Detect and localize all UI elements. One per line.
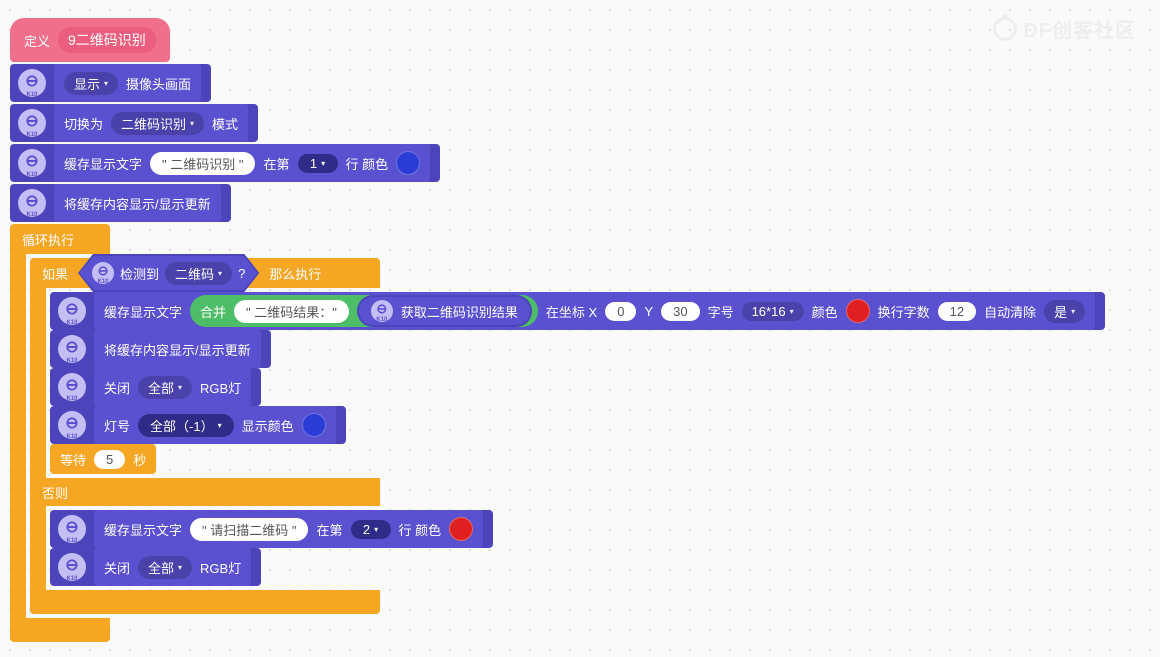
block-switch-mode[interactable]: ⊖ 切换为 二维码识别▾ 模式 — [10, 104, 258, 142]
label-wait: 等待 — [60, 450, 86, 469]
color-swatch-red[interactable] — [846, 299, 870, 323]
dropdown-led-all[interactable]: 全部（-1）▾ — [138, 414, 234, 437]
label-switch: 切换为 — [64, 114, 103, 133]
color-swatch-red[interactable] — [449, 517, 473, 541]
label-cache: 缓存显示文字 — [104, 302, 182, 321]
label-else: 否则 — [42, 483, 68, 502]
block-cache-result[interactable]: ⊖ 缓存显示文字 合并 " 二维码结果：" ⊖ 获取二维码识别结果 — [50, 292, 1105, 330]
label-show-color: 显示颜色 — [242, 416, 294, 435]
label-font: 字号 — [708, 302, 734, 321]
dropdown-all[interactable]: 全部▾ — [138, 376, 192, 399]
label-getres: 获取二维码识别结果 — [401, 302, 518, 321]
block-wait[interactable]: 等待 5 秒 — [50, 444, 156, 474]
if-footer — [30, 590, 380, 614]
input-x[interactable]: 0 — [605, 302, 636, 321]
input-y[interactable]: 30 — [661, 302, 699, 321]
block-refresh-1[interactable]: ⊖ 将缓存内容显示/显示更新 — [10, 184, 231, 222]
dropdown-font[interactable]: 16*16▾ — [742, 302, 804, 321]
join-operator[interactable]: 合并 " 二维码结果：" ⊖ 获取二维码识别结果 — [190, 295, 538, 327]
input-wrap[interactable]: 12 — [938, 302, 976, 321]
label-cache: 缓存显示文字 — [64, 154, 142, 173]
color-swatch-blue[interactable] — [302, 413, 326, 437]
forever-loop[interactable]: 循环执行 如果 ⊖ 检测到 二维码▾ ? 那么执行 — [10, 224, 1150, 642]
label-wrap: 换行字数 — [878, 302, 930, 321]
label-color: 颜色 — [812, 302, 838, 321]
label-refresh: 将缓存内容显示/显示更新 — [104, 340, 251, 359]
k10-icon: ⊖ — [58, 515, 86, 543]
label-join: 合并 — [200, 302, 226, 321]
reporter-get-result[interactable]: ⊖ 获取二维码识别结果 — [357, 295, 532, 327]
label-then: 那么执行 — [269, 264, 321, 283]
label-off: 关闭 — [104, 378, 130, 397]
script-stack: 定义 9二维码识别 ⊖ 显示▾ 摄像头画面 ⊖ 切换为 二维码识别▾ 模式 ⊖ … — [10, 18, 1150, 642]
definition-hat[interactable]: 定义 9二维码识别 — [10, 18, 170, 62]
label-auto: 自动清除 — [984, 302, 1036, 321]
k10-icon: ⊖ — [92, 262, 114, 284]
block-cache-text-1[interactable]: ⊖ 缓存显示文字 " 二维码识别 " 在第 1▾ 行 颜色 — [10, 144, 440, 182]
else-body: ⊖ 缓存显示文字 " 请扫描二维码 " 在第 2▾ 行 颜色 ⊖ — [30, 506, 1105, 590]
then-body: ⊖ 缓存显示文字 合并 " 二维码结果：" ⊖ 获取二维码识别结果 — [30, 288, 1105, 478]
dropdown-line[interactable]: 2▾ — [351, 520, 391, 539]
label-off: 关闭 — [104, 558, 130, 577]
label-at: 在第 — [263, 154, 289, 173]
block-show-camera[interactable]: ⊖ 显示▾ 摄像头画面 — [10, 64, 211, 102]
k10-icon: ⊖ — [371, 300, 393, 322]
label-refresh: 将缓存内容显示/显示更新 — [64, 194, 211, 213]
loop-header: 循环执行 — [10, 224, 110, 254]
text-input[interactable]: " 二维码识别 " — [150, 152, 255, 175]
label-mode-suffix: 模式 — [212, 114, 238, 133]
dropdown-show[interactable]: 显示▾ — [64, 72, 118, 95]
k10-icon: ⊖ — [58, 335, 86, 363]
label-cache: 缓存显示文字 — [104, 520, 182, 539]
loop-footer — [10, 618, 110, 642]
condition-slot[interactable]: ⊖ 检测到 二维码▾ ? — [78, 254, 259, 292]
block-cache-text-2[interactable]: ⊖ 缓存显示文字 " 请扫描二维码 " 在第 2▾ 行 颜色 — [50, 510, 493, 548]
dropdown-line[interactable]: 1▾ — [298, 154, 338, 173]
label-q: ? — [238, 266, 245, 281]
label-rgb: RGB灯 — [200, 378, 241, 397]
label-y: Y — [644, 304, 653, 319]
block-close-rgb-2[interactable]: ⊖ 关闭 全部▾ RGB灯 — [50, 548, 261, 586]
loop-body: 如果 ⊖ 检测到 二维码▾ ? 那么执行 ⊖ — [10, 254, 1150, 618]
dropdown-target[interactable]: 二维码▾ — [165, 262, 232, 285]
label-coord: 在坐标 X — [546, 302, 597, 321]
else-header: 否则 — [30, 478, 380, 506]
if-else-block[interactable]: 如果 ⊖ 检测到 二维码▾ ? 那么执行 ⊖ — [30, 258, 1105, 614]
label-unit: 秒 — [133, 450, 146, 469]
label-line-color: 行 颜色 — [346, 154, 389, 173]
label-rgb: RGB灯 — [200, 558, 241, 577]
dropdown-all[interactable]: 全部▾ — [138, 556, 192, 579]
hat-label: 定义 — [24, 31, 50, 50]
label-led: 灯号 — [104, 416, 130, 435]
k10-icon: ⊖ — [18, 69, 46, 97]
label-line-color: 行 颜色 — [399, 520, 442, 539]
block-refresh-2[interactable]: ⊖ 将缓存内容显示/显示更新 — [50, 330, 271, 368]
k10-icon: ⊖ — [18, 149, 46, 177]
if-header: 如果 ⊖ 检测到 二维码▾ ? 那么执行 — [30, 258, 380, 288]
dropdown-auto[interactable]: 是▾ — [1044, 300, 1085, 323]
input-sec[interactable]: 5 — [94, 450, 125, 469]
join-str[interactable]: " 二维码结果：" — [234, 300, 349, 323]
hat-name: 9二维码识别 — [58, 27, 156, 53]
k10-icon: ⊖ — [58, 553, 86, 581]
k10-icon: ⊖ — [58, 411, 86, 439]
label-camera: 摄像头画面 — [126, 74, 191, 93]
label-if: 如果 — [42, 264, 68, 283]
k10-icon: ⊖ — [18, 189, 46, 217]
label-loop: 循环执行 — [22, 230, 74, 249]
k10-icon: ⊖ — [58, 373, 86, 401]
color-swatch-blue[interactable] — [396, 151, 420, 175]
k10-icon: ⊖ — [18, 109, 46, 137]
k10-icon: ⊖ — [58, 297, 86, 325]
block-close-rgb[interactable]: ⊖ 关闭 全部▾ RGB灯 — [50, 368, 261, 406]
label-detect: 检测到 — [120, 264, 159, 283]
block-led-color[interactable]: ⊖ 灯号 全部（-1）▾ 显示颜色 — [50, 406, 346, 444]
text-input[interactable]: " 请扫描二维码 " — [190, 518, 308, 541]
dropdown-mode[interactable]: 二维码识别▾ — [111, 112, 204, 135]
label-at: 在第 — [316, 520, 342, 539]
